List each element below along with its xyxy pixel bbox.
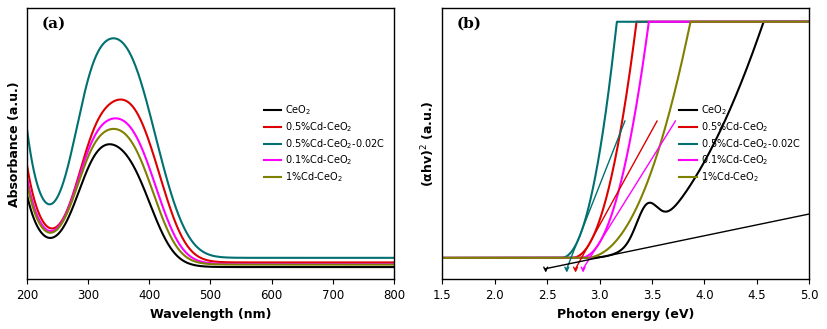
Text: (a): (a) (41, 16, 66, 31)
Legend: CeO$_2$, 0.5%Cd-CeO$_2$, 0.5%Cd-CeO$_2$-0.02C, 0.1%Cd-CeO$_2$, 1%Cd-CeO$_2$: CeO$_2$, 0.5%Cd-CeO$_2$, 0.5%Cd-CeO$_2$-… (676, 100, 805, 188)
Legend: CeO$_2$, 0.5%Cd-CeO$_2$, 0.5%Cd-CeO$_2$-0.02C, 0.1%Cd-CeO$_2$, 1%Cd-CeO$_2$: CeO$_2$, 0.5%Cd-CeO$_2$, 0.5%Cd-CeO$_2$-… (260, 100, 390, 188)
Text: (b): (b) (457, 16, 482, 31)
Y-axis label: (αhv)$^2$ (a.u.): (αhv)$^2$ (a.u.) (419, 100, 437, 187)
Y-axis label: Absorbance (a.u.): Absorbance (a.u.) (8, 81, 22, 207)
X-axis label: Photon energy (eV): Photon energy (eV) (557, 308, 695, 321)
X-axis label: Wavelength (nm): Wavelength (nm) (150, 308, 271, 321)
